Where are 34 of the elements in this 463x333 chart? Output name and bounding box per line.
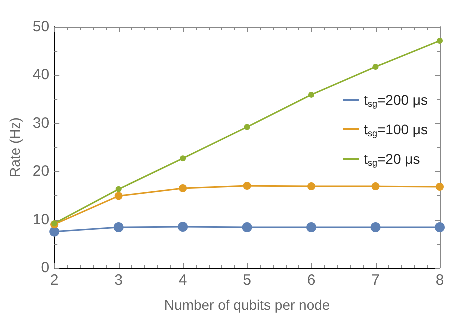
point — [179, 184, 188, 192]
x-tick-label: 2 — [50, 272, 59, 289]
y-tick-label: 10 — [32, 211, 50, 228]
point — [372, 182, 380, 191]
point — [370, 222, 381, 233]
point — [308, 182, 316, 191]
x-tick-label: 3 — [114, 272, 123, 289]
point — [242, 222, 252, 233]
point — [50, 226, 60, 237]
point — [436, 183, 444, 192]
y-tick-label: 20 — [32, 163, 50, 180]
point — [308, 92, 315, 98]
point — [114, 192, 123, 200]
point — [243, 182, 252, 190]
point — [180, 156, 186, 162]
point — [306, 222, 317, 233]
x-tick-label: 7 — [372, 272, 380, 289]
point — [178, 222, 188, 232]
x-tick-label: 8 — [436, 272, 444, 289]
point — [372, 64, 379, 70]
x-tick-label: 5 — [243, 272, 252, 289]
y-tick-label: 50 — [32, 18, 50, 36]
point — [114, 222, 124, 233]
point — [437, 38, 443, 44]
point — [435, 222, 445, 233]
y-tick-label: 0 — [41, 260, 50, 276]
y-tick-label: 30 — [32, 114, 50, 132]
x-axis-title: Number of qubits per node — [164, 297, 330, 313]
y-tick-label: 40 — [32, 66, 50, 84]
point — [244, 124, 250, 130]
point — [116, 186, 122, 192]
x-tick-label: 6 — [307, 272, 316, 289]
x-tick-label: 4 — [178, 272, 188, 289]
y-axis-title: Rate (Hz) — [7, 118, 23, 178]
